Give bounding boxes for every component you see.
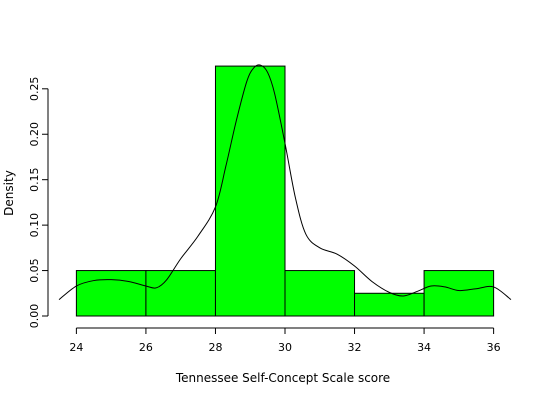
x-axis-ticks: 24 26 28 30 32 34 36 bbox=[69, 328, 501, 354]
histogram-bar-2 bbox=[214, 65, 286, 317]
histogram-bar-0 bbox=[75, 270, 147, 317]
x-tick-label: 30 bbox=[278, 341, 292, 354]
density-curve bbox=[58, 64, 512, 301]
histogram-bar-1 bbox=[145, 270, 216, 317]
x-tick-label: 26 bbox=[139, 341, 153, 354]
x-tick-label: 24 bbox=[69, 341, 83, 354]
y-tick-label: 0.25 bbox=[28, 77, 41, 102]
histogram-bars bbox=[75, 65, 495, 317]
x-tick-label: 36 bbox=[487, 341, 501, 354]
y-tick-label: 0.05 bbox=[28, 258, 41, 283]
x-axis-title: Tennessee Self-Concept Scale score bbox=[175, 371, 390, 385]
y-axis-title: Density bbox=[2, 170, 16, 216]
y-tick-label: 0.15 bbox=[28, 167, 41, 192]
y-tick-label: 0.00 bbox=[28, 304, 41, 329]
y-tick-label: 0.10 bbox=[28, 213, 41, 238]
x-tick-label: 28 bbox=[208, 341, 222, 354]
histogram-bar-4 bbox=[354, 292, 425, 317]
y-tick-label: 0.20 bbox=[28, 122, 41, 147]
histogram-bar-5 bbox=[423, 270, 495, 317]
x-tick-label: 32 bbox=[348, 341, 362, 354]
y-axis-ticks: 0.00 0.05 0.10 0.15 0.20 0.25 bbox=[28, 77, 48, 329]
x-tick-label: 34 bbox=[417, 341, 431, 354]
histogram-bar-3 bbox=[284, 270, 356, 317]
